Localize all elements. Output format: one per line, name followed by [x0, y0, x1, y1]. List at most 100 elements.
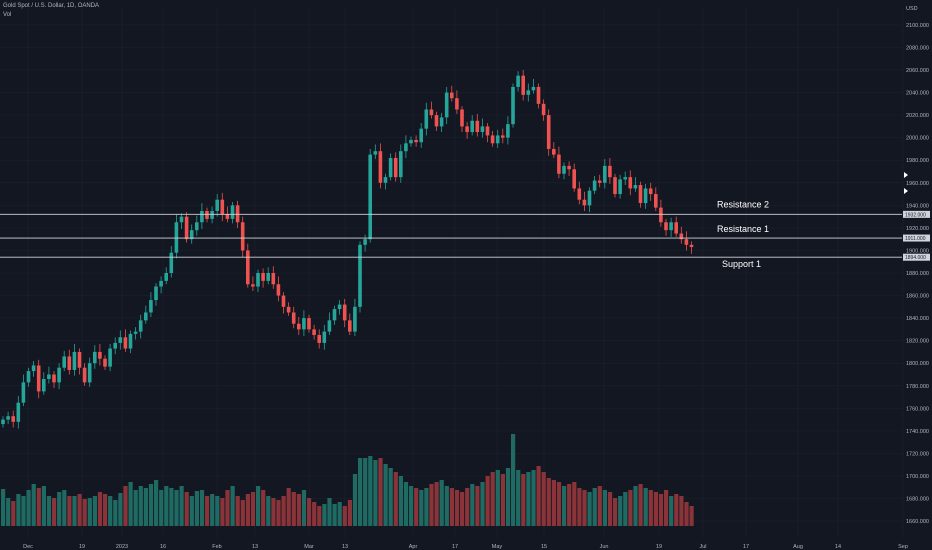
y-tick-label: 1900.000: [906, 248, 929, 254]
volume-bar: [322, 504, 327, 526]
candle-body: [133, 331, 138, 334]
volume-bar: [500, 474, 505, 526]
volume-bar: [230, 486, 235, 526]
y-tick-label: 1800.000: [906, 361, 929, 367]
volume-bar: [189, 496, 194, 526]
volume-bar: [562, 486, 567, 526]
y-tick-label: 2040.000: [906, 91, 929, 97]
candle-body: [210, 210, 214, 219]
candle-body: [62, 356, 66, 368]
volume-bar: [347, 500, 352, 526]
x-tick-label: 19: [656, 544, 662, 550]
candle-body: [342, 304, 347, 321]
candle-body: [659, 207, 663, 223]
x-tick-label: 14: [835, 544, 841, 550]
candle-body: [506, 124, 510, 138]
y-tick-label: 1920.000: [906, 226, 929, 232]
volume-bar: [312, 502, 317, 526]
candle-body: [434, 115, 439, 127]
candle-body: [648, 188, 653, 195]
volume-bar: [546, 478, 551, 526]
volume-bar: [531, 470, 536, 526]
candle-body: [302, 318, 306, 330]
candle-body: [261, 273, 265, 281]
candle-body: [485, 126, 490, 136]
volume-bar: [113, 500, 118, 526]
volume-bar: [409, 486, 414, 526]
candle-body: [592, 180, 597, 191]
x-tick-label: 16: [160, 544, 166, 550]
volume-bar: [505, 468, 511, 526]
volume-bar: [210, 494, 215, 526]
candle-body: [149, 300, 153, 313]
volume-bar: [679, 496, 684, 526]
y-tick-label: 1860.000: [906, 294, 929, 300]
candle-body: [378, 151, 383, 183]
volume-bar: [240, 500, 245, 526]
candle-body: [240, 222, 245, 251]
y-tick-label: 1820.000: [906, 339, 929, 345]
x-tick-label: Dec: [23, 544, 33, 550]
volume-bar: [516, 470, 521, 526]
y-tick-label: 1980.000: [906, 158, 929, 164]
candle-body: [546, 115, 551, 149]
candle-body: [572, 169, 576, 189]
volume-bar: [174, 490, 179, 526]
candle-body: [337, 304, 342, 310]
volume-bar: [592, 488, 597, 526]
volume-bar: [623, 492, 628, 526]
volume-bar: [87, 498, 92, 526]
volume-bar: [194, 491, 199, 526]
volume-bar: [602, 490, 607, 526]
x-tick-label: 19: [79, 544, 85, 550]
volume-bar: [11, 501, 16, 526]
candle-body: [52, 374, 56, 383]
volume-bar: [607, 492, 613, 526]
volume-bar: [572, 482, 577, 526]
volume-bar: [215, 496, 220, 526]
volume-bar: [92, 496, 97, 526]
volume-bar: [358, 458, 363, 526]
x-tick-label: May: [492, 544, 503, 550]
volume-bar: [220, 498, 225, 526]
symbol-title: Gold Spot / U.S. Dollar, 1D, OANDA: [3, 3, 100, 9]
volume-bar: [393, 472, 398, 526]
candle-body: [399, 151, 403, 178]
candle-body: [429, 109, 434, 116]
volume-bar: [669, 496, 674, 526]
volume-bar: [148, 484, 154, 526]
candle-body: [638, 185, 643, 204]
candle-body: [184, 216, 189, 240]
volume-bar: [587, 492, 592, 526]
volume-bar: [434, 482, 439, 526]
volume-bar: [429, 484, 434, 526]
volume-bar: [26, 490, 31, 526]
candle-body: [684, 239, 689, 245]
y-tick-label: 2000.000: [906, 136, 929, 142]
scroll-marker-icon[interactable]: [904, 188, 908, 194]
volume-bar: [159, 490, 164, 526]
candle-body: [332, 309, 337, 321]
volume-bar: [398, 476, 403, 526]
level-label: Resistance 1: [717, 224, 769, 234]
candle-body: [189, 230, 194, 240]
candle-body: [174, 222, 179, 253]
candle-body: [450, 92, 454, 99]
volume-bar: [495, 470, 500, 526]
volume-bar: [291, 492, 296, 526]
volume-bar: [653, 492, 658, 526]
volume-bar: [296, 494, 301, 526]
candle-body: [465, 126, 469, 133]
scroll-marker-icon[interactable]: [904, 172, 908, 178]
volume-bar: [36, 488, 41, 526]
volume-bar: [444, 486, 449, 526]
volume-bar: [133, 490, 138, 526]
volume-bar: [118, 493, 123, 526]
volume-bar: [664, 490, 669, 526]
candle-body: [200, 210, 204, 223]
candle-body: [225, 214, 230, 219]
x-tick-label: Feb: [212, 544, 221, 550]
candle-body: [235, 205, 240, 223]
